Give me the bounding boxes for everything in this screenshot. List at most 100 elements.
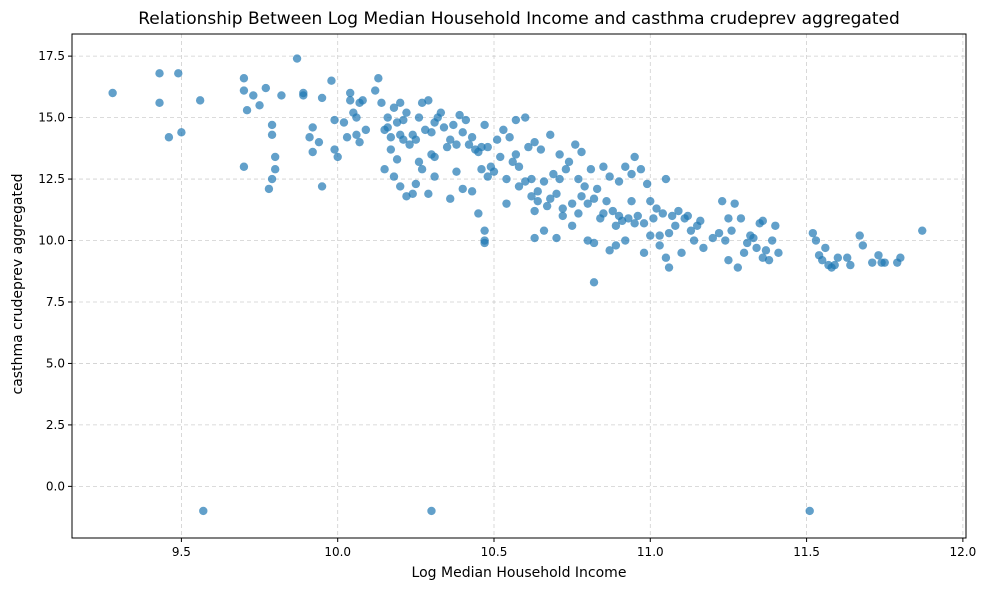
- y-tick-label: 7.5: [46, 295, 65, 309]
- scatter-point: [686, 226, 696, 235]
- scatter-point: [411, 135, 421, 144]
- y-tick-label: 10.0: [38, 234, 65, 248]
- scatter-point: [667, 211, 677, 221]
- scatter-point: [355, 137, 364, 147]
- scatter-point: [177, 128, 186, 137]
- scatter-point: [717, 196, 727, 206]
- scatter-point: [655, 231, 664, 240]
- scatter-point: [405, 140, 414, 149]
- scatter-point: [549, 169, 558, 179]
- scatter-point: [761, 246, 771, 255]
- scatter-point: [630, 152, 639, 162]
- scatter-point: [843, 253, 852, 262]
- scatter-point: [483, 172, 492, 181]
- scatter-point: [455, 110, 464, 120]
- scatter-point: [589, 238, 599, 248]
- scatter-point: [683, 211, 692, 221]
- scatter-point: [858, 241, 868, 250]
- scatter-point: [417, 165, 427, 174]
- y-tick-label: 5.0: [46, 356, 65, 370]
- scatter-point: [524, 142, 533, 152]
- scatter-point: [424, 189, 433, 199]
- scatter-point: [721, 236, 730, 245]
- scatter-point: [874, 251, 883, 260]
- scatter-point: [399, 135, 408, 144]
- scatter-point: [533, 196, 542, 206]
- scatter-point: [239, 74, 249, 83]
- scatter-point: [567, 221, 577, 230]
- scatter-point: [330, 145, 339, 154]
- scatter-point: [605, 246, 614, 255]
- scatter-point: [574, 174, 583, 184]
- scatter-point: [317, 93, 327, 103]
- scatter-point: [536, 145, 546, 154]
- scatter-point: [361, 125, 371, 135]
- scatter-point: [571, 140, 580, 149]
- scatter-point: [249, 91, 258, 100]
- scatter-point: [155, 69, 164, 78]
- scatter-point: [514, 162, 524, 171]
- scatter-point: [605, 172, 614, 181]
- scatter-point: [270, 165, 280, 174]
- x-tick-label: 10.0: [324, 545, 351, 559]
- scatter-point: [402, 108, 411, 117]
- scatter-point: [880, 258, 889, 267]
- scatter-point: [621, 236, 630, 245]
- scatter-point: [267, 130, 277, 139]
- scatter-point: [414, 157, 424, 167]
- scatter-point: [439, 123, 449, 132]
- scatter-point: [327, 76, 336, 85]
- scatter-point: [352, 130, 361, 139]
- scatter-point: [346, 88, 355, 98]
- plot-frame: [71, 33, 967, 539]
- scatter-point: [558, 211, 567, 221]
- scatter-point: [389, 103, 399, 112]
- scatter-point: [577, 147, 586, 157]
- scatter-point: [374, 74, 383, 83]
- scatter-point: [664, 228, 674, 238]
- scatter-point: [727, 226, 736, 235]
- scatter-point: [774, 248, 783, 258]
- scatter-point: [502, 174, 511, 184]
- scatter-point: [480, 120, 489, 130]
- scatter-point: [533, 187, 542, 196]
- scatter-point: [592, 184, 602, 194]
- scatter-point: [639, 248, 649, 258]
- scatter-point: [602, 196, 611, 206]
- scatter-point: [714, 228, 724, 238]
- scatter-point: [264, 184, 274, 194]
- scatter-point: [427, 128, 436, 137]
- x-tick-label: 12.0: [950, 545, 977, 559]
- scatter-point: [277, 91, 286, 100]
- scatter-point: [555, 174, 564, 184]
- scatter-point: [386, 145, 396, 154]
- scatter-point: [724, 214, 733, 223]
- scatter-point: [339, 118, 349, 127]
- scatter-point: [689, 236, 699, 245]
- scatter-point: [577, 192, 586, 201]
- scatter-point: [855, 231, 864, 240]
- scatter-point: [502, 199, 511, 208]
- scatter-point: [730, 199, 739, 208]
- scatter-point: [483, 142, 492, 152]
- scatter-point: [833, 253, 843, 262]
- scatter-point: [821, 243, 830, 253]
- scatter-point: [733, 263, 743, 272]
- scatter-point: [614, 177, 624, 186]
- scatter-point: [696, 216, 705, 226]
- scatter-point: [270, 152, 280, 162]
- scatter-point: [108, 88, 117, 98]
- scatter-point: [427, 506, 436, 516]
- scatter-point: [371, 86, 380, 95]
- scatter-point: [480, 226, 489, 235]
- x-tick-label: 10.5: [481, 545, 508, 559]
- scatter-point: [805, 506, 814, 516]
- scatter-point: [396, 182, 405, 191]
- scatter-point: [542, 201, 552, 211]
- scatter-point: [261, 83, 271, 93]
- scatter-point: [564, 157, 574, 167]
- scatter-point: [267, 120, 277, 130]
- scatter-point: [199, 506, 208, 516]
- scatter-point: [574, 209, 583, 218]
- scatter-point: [539, 177, 549, 186]
